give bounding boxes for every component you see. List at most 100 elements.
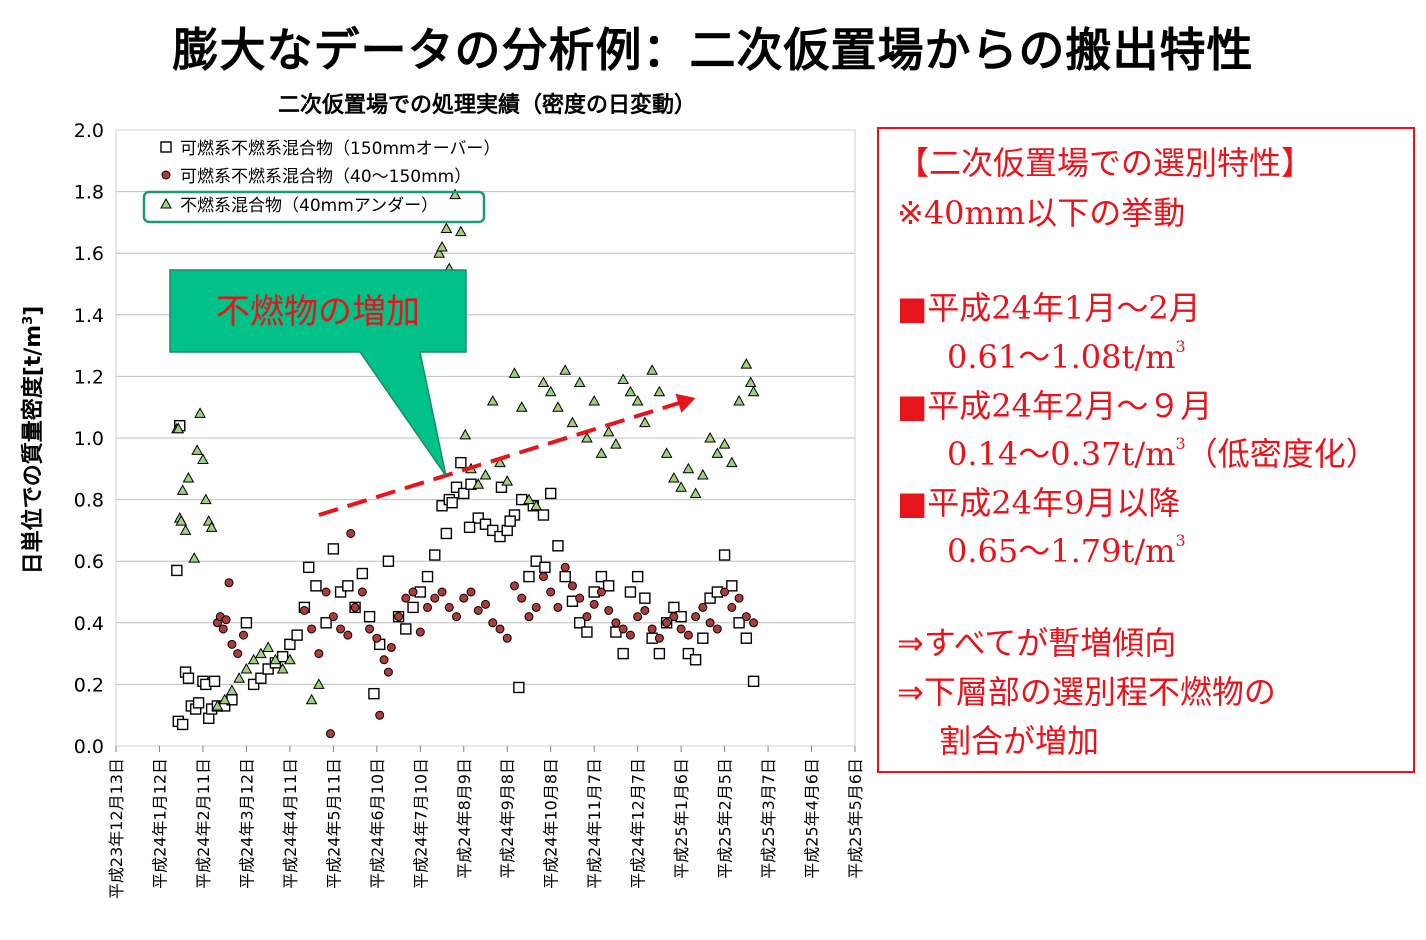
x-tick-label: 平成24年4月11日 [281, 758, 300, 889]
square-point [276, 650, 289, 663]
square-point [182, 672, 195, 684]
circle-point [444, 602, 454, 612]
triangle-point [675, 481, 687, 492]
triangle-point [530, 499, 543, 511]
triangle-point [733, 395, 745, 406]
triangle-point [494, 456, 506, 468]
square-point [495, 481, 508, 493]
triangle-point [233, 672, 246, 683]
circle-point [575, 593, 585, 603]
x-tick-label: 平成23年12月13日 [107, 758, 126, 899]
square-point [682, 647, 695, 660]
square-point [429, 549, 441, 561]
square-point [631, 570, 644, 583]
square-point [368, 687, 380, 700]
square-point [479, 518, 492, 530]
triangle-point [501, 475, 514, 486]
triangle-point [486, 395, 499, 406]
square-point [255, 672, 267, 684]
circle-point [633, 612, 643, 622]
x-tick-label: 平成24年7月10日 [411, 758, 430, 889]
circle-point [596, 587, 606, 597]
circle-point [625, 630, 635, 640]
circle-point [350, 602, 360, 612]
triangle-point [711, 447, 724, 458]
slide-title: 膨大なデータの分析例：二次仮置場からの搬出特性 [172, 23, 1254, 77]
triangle-point [175, 515, 188, 526]
triangle-point [581, 431, 593, 443]
circle-point [394, 612, 404, 622]
callout-text: 不燃物の増加 [216, 292, 420, 332]
square-point [704, 592, 716, 604]
triangle-point [262, 641, 274, 652]
y-tick-label: 0.6 [74, 551, 104, 573]
y-axis-ticks: 0.0 0.2 0.4 0.6 0.8 1.0 1.2 1.4 1.6 1.8 2.0 [74, 120, 104, 758]
y-tick-label: 1.4 [74, 305, 104, 327]
triangle-point [440, 222, 453, 234]
square-point [176, 718, 189, 731]
triangle-point [433, 247, 445, 258]
triangle-point [255, 647, 267, 659]
circle-point [408, 587, 418, 597]
period1-value: 0.61～1.08t/m3 [947, 337, 1186, 376]
x-tick-label: 平成24年6月10日 [368, 758, 387, 889]
circle-point [401, 593, 411, 603]
triangle-point [566, 416, 579, 428]
x-tick-label: 平成24年8月9日 [455, 758, 474, 879]
triangle-point [744, 376, 757, 388]
circle-point [553, 602, 563, 612]
square-point [513, 681, 525, 694]
chart-title: 二次仮置場での処理実績（密度の日変動） [278, 92, 696, 118]
square-point [487, 524, 499, 537]
square-point [407, 601, 419, 614]
callout-bubble [169, 269, 467, 477]
triangle-point [197, 453, 209, 465]
conclusion-3: 割合が増加 [939, 722, 1100, 760]
legend-marker [161, 170, 171, 180]
period3-value: 0.65～1.79t/m3 [947, 531, 1186, 570]
circle-point [531, 602, 541, 612]
circle-point [346, 528, 356, 538]
triangle-point [194, 407, 206, 418]
circle-point [669, 612, 679, 622]
square-point [291, 629, 303, 641]
square-point [356, 567, 369, 580]
triangle-point [740, 358, 753, 369]
scatter-chart: 二次仮置場での処理実績（密度の日変動） 0.0 0.2 0.4 0.6 0.8 1.0 1.… [20, 92, 865, 899]
y-tick-label: 1.0 [74, 428, 104, 450]
square-point [602, 580, 615, 592]
square-point [552, 540, 564, 552]
triangle-point [689, 487, 702, 498]
legend-marker [160, 141, 172, 153]
circle-point [727, 602, 737, 612]
triangle-point [188, 552, 201, 563]
data-points [171, 188, 760, 739]
square-point [581, 626, 593, 638]
square-point [310, 580, 322, 592]
x-tick-label: 平成25年5月6日 [846, 758, 865, 879]
circle-point [481, 599, 490, 609]
triangle-point [668, 472, 680, 483]
x-tick-label: 平成24年11月7日 [585, 758, 604, 889]
y-tick-label: 1.2 [74, 366, 104, 388]
square-point [559, 570, 571, 583]
circle-point [415, 627, 425, 637]
circle-point [357, 587, 367, 597]
square-point [342, 580, 354, 592]
triangle-point [199, 493, 212, 505]
square-point [530, 555, 542, 567]
y-axis-label: 日単位での質量密度[t/m3] [20, 306, 46, 575]
triangle-point [226, 684, 238, 696]
square-point [539, 561, 551, 574]
circle-point [343, 630, 353, 640]
circle-point [452, 612, 462, 622]
triangle-point [544, 385, 557, 397]
y-tick-label: 0.8 [74, 490, 104, 512]
triangle-point [313, 678, 325, 689]
square-point [192, 697, 205, 709]
trend-arrow-head [675, 393, 696, 413]
triangle-point [247, 653, 260, 665]
circle-point [712, 624, 722, 634]
circle-point [546, 587, 556, 597]
triangle-point [718, 438, 731, 449]
